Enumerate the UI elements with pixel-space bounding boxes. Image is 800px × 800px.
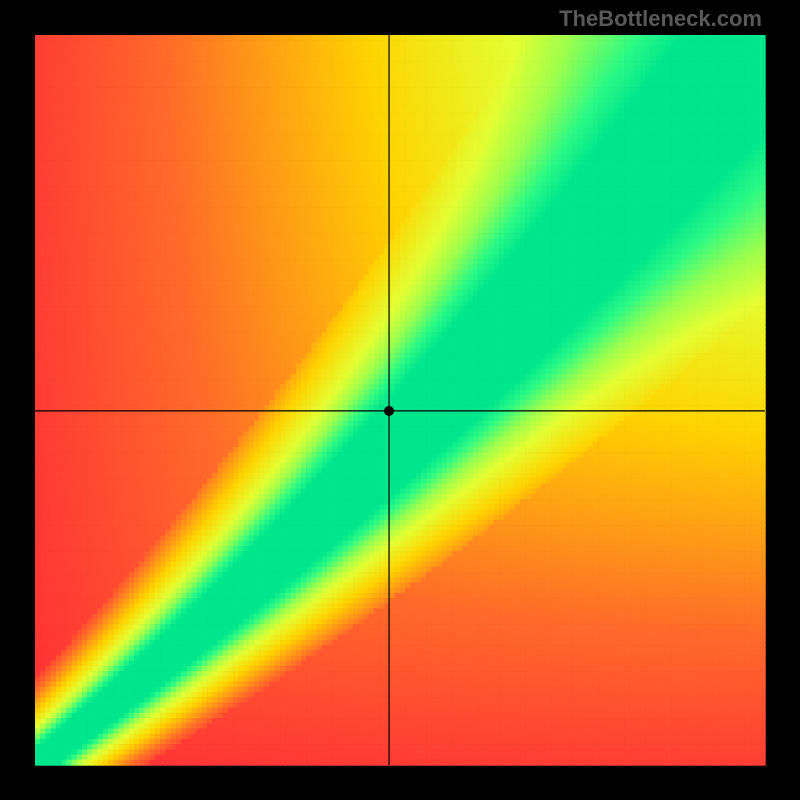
watermark-text: TheBottleneck.com	[559, 6, 762, 32]
bottleneck-heatmap-canvas	[0, 0, 800, 800]
chart-container: TheBottleneck.com	[0, 0, 800, 800]
